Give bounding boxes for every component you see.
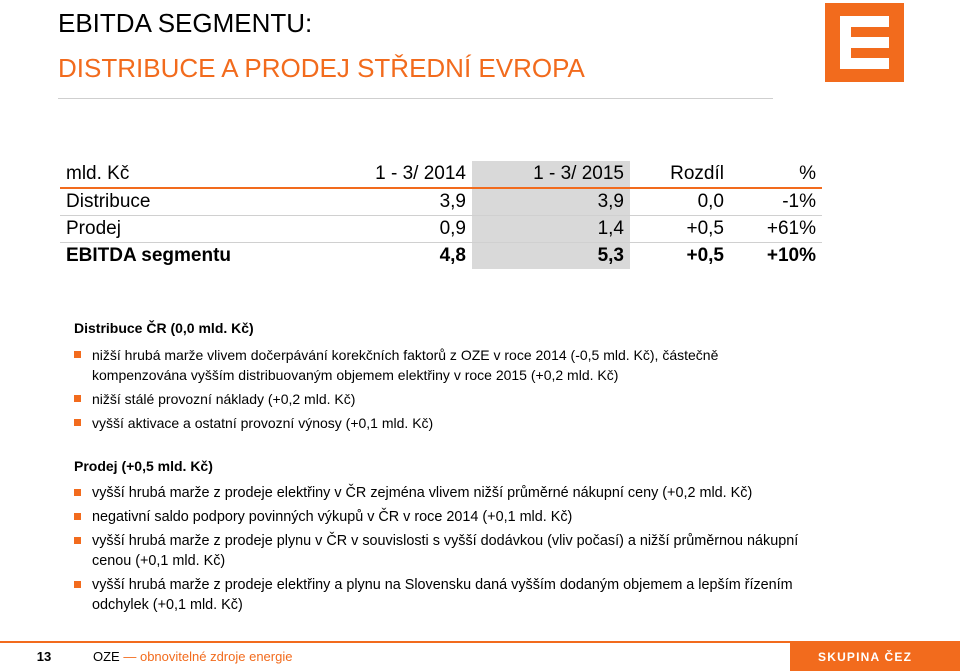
table-row: Prodej 0,9 1,4 +0,5 +61% [60, 215, 822, 243]
table-header-2014: 1 - 3/ 2014 [300, 161, 472, 189]
table-header-row: mld. Kč 1 - 3/ 2014 1 - 3/ 2015 Rozdíl % [60, 161, 822, 189]
list-item: nižší stálé provozní náklady (+0,2 mld. … [74, 389, 804, 409]
footer-divider [0, 641, 960, 643]
footer-abbr: OZE [93, 649, 120, 664]
cell-difference: 0,0 [697, 191, 724, 212]
section-heading: Distribuce ČR (0,0 mld. Kč) [74, 320, 254, 336]
cell-2015: 5,3 [472, 242, 630, 269]
page-number: 13 [36, 649, 52, 664]
table-header-percent: % [730, 161, 822, 189]
cell-difference: +0,5 [686, 218, 724, 239]
row-label: Distribuce [66, 191, 151, 212]
footer-abbr-description: — obnovitelné zdroje energie [123, 649, 293, 664]
section-heading: Prodej (+0,5 mld. Kč) [74, 458, 213, 474]
list-item: negativní saldo podpory povinných výkupů… [74, 507, 804, 527]
cell-2014: 3,9 [439, 191, 466, 212]
bullet-list: vyšší hrubá marže z prodeje elektřiny v … [74, 483, 804, 615]
list-item: vyšší hrubá marže z prodeje elektřiny a … [74, 575, 804, 615]
bullet-list: nižší hrubá marže vlivem dočerpávání kor… [74, 345, 804, 433]
cez-logo-icon [825, 3, 904, 82]
list-item: nižší hrubá marže vlivem dočerpávání kor… [74, 345, 804, 385]
table-row: Distribuce 3,9 3,9 0,0 -1% [60, 188, 822, 216]
cell-difference: +0,5 [686, 245, 724, 266]
title-divider [58, 98, 773, 99]
table-header-2015: 1 - 3/ 2015 [472, 161, 630, 189]
list-item: vyšší hrubá marže z prodeje elektřiny v … [74, 483, 804, 503]
section-sales: Prodej (+0,5 mld. Kč) vyšší hrubá marže … [74, 456, 804, 619]
footer-abbreviation-note: OZE — obnovitelné zdroje energie [93, 643, 292, 671]
list-item: vyšší aktivace a ostatní provozní výnosy… [74, 413, 804, 433]
row-label: EBITDA segmentu [66, 245, 232, 266]
cell-2014: 4,8 [439, 245, 466, 266]
list-item: vyšší hrubá marže z prodeje plynu v ČR v… [74, 531, 804, 571]
row-label: Prodej [66, 218, 121, 239]
cell-2015: 3,9 [472, 188, 630, 216]
cell-percent: +61% [766, 218, 816, 239]
ebitda-table: mld. Kč 1 - 3/ 2014 1 - 3/ 2015 Rozdíl %… [60, 161, 822, 269]
cell-2015: 1,4 [472, 215, 630, 243]
table-header-difference: Rozdíl [630, 161, 730, 189]
section-distribution: Distribuce ČR (0,0 mld. Kč) nižší hrubá … [74, 318, 804, 437]
table-row-total: EBITDA segmentu 4,8 5,3 +0,5 +10% [60, 242, 822, 269]
slide-title-line1: EBITDA SEGMENTU: [58, 8, 313, 38]
slide-title: EBITDA SEGMENTU: DISTRIBUCE A PRODEJ STŘ… [58, 8, 585, 84]
footer-brand: SKUPINA ČEZ [790, 643, 960, 671]
table-header-unit: mld. Kč [60, 161, 300, 189]
cell-2014: 0,9 [439, 218, 466, 239]
cell-percent: -1% [782, 191, 816, 212]
slide-title-line2: DISTRIBUCE A PRODEJ STŘEDNÍ EVROPA [58, 53, 585, 83]
cell-percent: +10% [766, 245, 816, 266]
